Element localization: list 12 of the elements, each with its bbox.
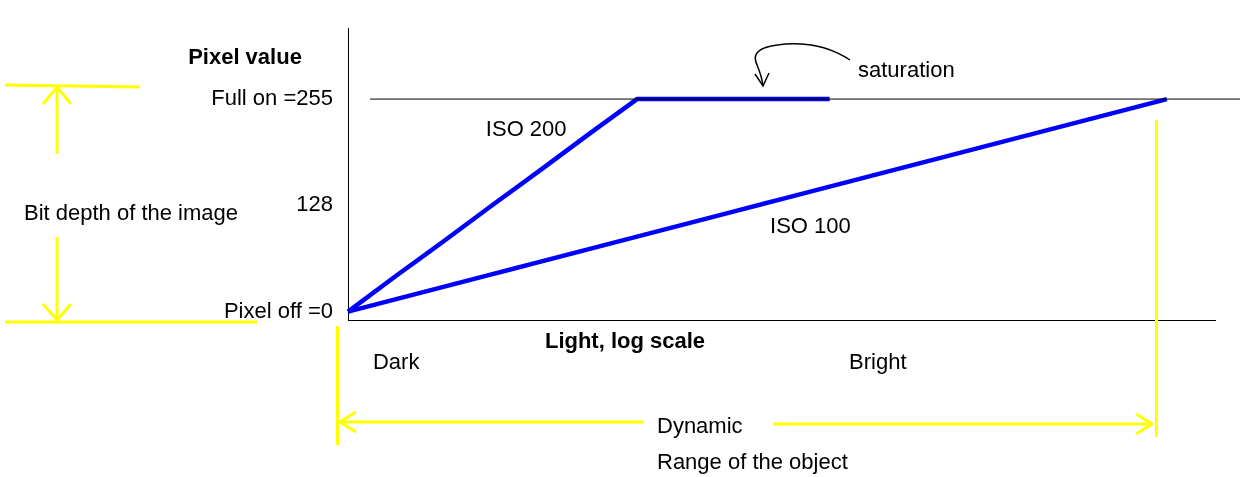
text: Dynamic Range of the object (657, 412, 849, 476)
series-label: ISO 200 (485, 116, 567, 142)
y-tick-label: Full on =255 (211, 85, 333, 111)
series-label: ISO 100 (770, 212, 851, 238)
x-axis-title: Light, log scale (544, 328, 706, 354)
y-tick-label: 128 (296, 191, 333, 217)
x-tick-label: Bright (849, 349, 907, 375)
text: Bit depth of the image (24, 200, 239, 225)
y-axis-title: Pixel value (188, 44, 302, 70)
y-tick-label: Pixel off =0 (223, 297, 333, 323)
x-tick-label: Dark (372, 349, 421, 375)
annotation: saturation (858, 56, 956, 84)
